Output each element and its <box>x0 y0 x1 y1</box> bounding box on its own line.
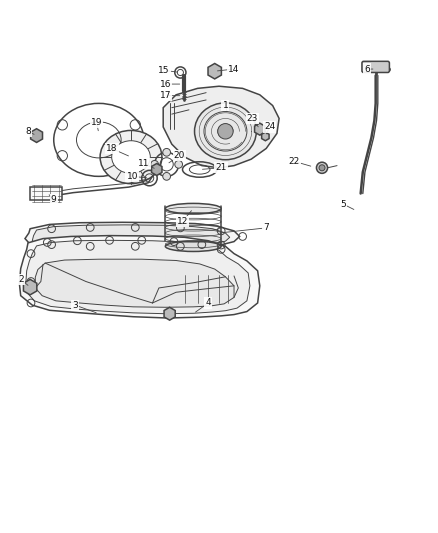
Text: 14: 14 <box>228 64 240 74</box>
Ellipse shape <box>100 131 162 184</box>
Text: 11: 11 <box>138 159 150 168</box>
Polygon shape <box>261 132 269 141</box>
Circle shape <box>26 283 34 291</box>
Text: 19: 19 <box>91 118 102 127</box>
Text: 8: 8 <box>25 127 31 136</box>
Text: 22: 22 <box>289 157 300 166</box>
Circle shape <box>218 124 233 139</box>
Text: 7: 7 <box>263 223 269 232</box>
Circle shape <box>166 310 173 317</box>
Text: 15: 15 <box>158 66 170 75</box>
Polygon shape <box>35 259 234 308</box>
Circle shape <box>163 173 170 180</box>
Polygon shape <box>19 236 260 318</box>
Polygon shape <box>208 63 221 79</box>
Text: 17: 17 <box>159 91 171 100</box>
Circle shape <box>151 160 159 168</box>
Polygon shape <box>24 279 37 295</box>
Circle shape <box>33 132 40 140</box>
Text: 23: 23 <box>247 114 258 123</box>
Text: 24: 24 <box>264 123 275 132</box>
Text: 16: 16 <box>159 79 171 88</box>
Ellipse shape <box>166 241 221 252</box>
Polygon shape <box>164 308 175 320</box>
Text: 20: 20 <box>174 151 185 160</box>
Text: 2: 2 <box>18 275 24 284</box>
Polygon shape <box>25 222 240 251</box>
Circle shape <box>175 160 183 168</box>
FancyBboxPatch shape <box>362 61 389 72</box>
Circle shape <box>154 166 160 173</box>
Ellipse shape <box>166 204 221 214</box>
Polygon shape <box>32 225 230 248</box>
Ellipse shape <box>54 103 144 176</box>
Text: 21: 21 <box>215 163 227 172</box>
Circle shape <box>263 134 268 139</box>
Text: 6: 6 <box>364 64 370 74</box>
Circle shape <box>316 162 328 173</box>
Text: 10: 10 <box>127 172 138 181</box>
Circle shape <box>163 149 170 156</box>
Circle shape <box>257 126 263 132</box>
Text: 3: 3 <box>72 301 78 310</box>
Text: 4: 4 <box>205 298 211 308</box>
Circle shape <box>211 67 219 75</box>
Ellipse shape <box>112 141 150 173</box>
Polygon shape <box>30 187 62 200</box>
Text: 18: 18 <box>106 144 117 153</box>
Text: 12: 12 <box>177 217 188 226</box>
Ellipse shape <box>194 103 256 160</box>
Text: 1: 1 <box>223 101 228 110</box>
Polygon shape <box>31 128 42 142</box>
Circle shape <box>319 165 325 171</box>
Polygon shape <box>254 123 265 135</box>
Polygon shape <box>26 240 250 314</box>
Polygon shape <box>163 86 279 168</box>
Text: 9: 9 <box>51 196 57 205</box>
Polygon shape <box>152 164 162 175</box>
Text: 5: 5 <box>341 200 346 209</box>
